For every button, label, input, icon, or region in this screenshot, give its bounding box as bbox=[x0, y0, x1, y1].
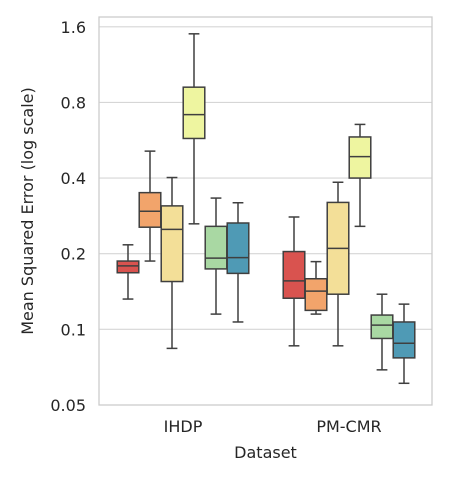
iqr-box bbox=[204, 225, 228, 270]
y-axis-label: Mean Squared Error (log scale) bbox=[18, 87, 37, 335]
x-tick-label: IHDP bbox=[164, 417, 203, 436]
box-ihdp-6 bbox=[226, 202, 250, 323]
box-pm-cmr-5 bbox=[370, 293, 394, 371]
iqr-box bbox=[282, 250, 306, 299]
iqr-box bbox=[348, 136, 372, 179]
box-pm-cmr-3 bbox=[326, 181, 350, 347]
y-tick-label: 1.6 bbox=[61, 18, 86, 37]
iqr-box bbox=[160, 205, 184, 283]
box-ihdp-3 bbox=[160, 176, 184, 350]
y-tick-label: 0.05 bbox=[50, 396, 86, 415]
y-tick-label: 0.1 bbox=[61, 320, 86, 339]
box-ihdp-1 bbox=[116, 244, 140, 300]
box-pm-cmr-1 bbox=[282, 216, 306, 347]
iqr-box bbox=[226, 222, 250, 275]
iqr-box bbox=[182, 86, 206, 140]
y-tick-label: 0.8 bbox=[61, 93, 86, 112]
x-axis-label: Dataset bbox=[234, 443, 297, 462]
plot-frame bbox=[98, 16, 433, 406]
x-tick-label: PM-CMR bbox=[316, 417, 381, 436]
y-tick-label: 0.4 bbox=[61, 169, 86, 188]
iqr-box bbox=[116, 260, 140, 274]
iqr-box bbox=[304, 277, 328, 312]
iqr-box bbox=[370, 314, 394, 340]
box-ihdp-4 bbox=[182, 33, 206, 225]
box-pm-cmr-6 bbox=[392, 303, 416, 385]
iqr-box bbox=[392, 321, 416, 359]
box-pm-cmr-4 bbox=[348, 123, 372, 228]
y-tick-label: 0.2 bbox=[61, 245, 86, 264]
iqr-box bbox=[138, 191, 162, 228]
